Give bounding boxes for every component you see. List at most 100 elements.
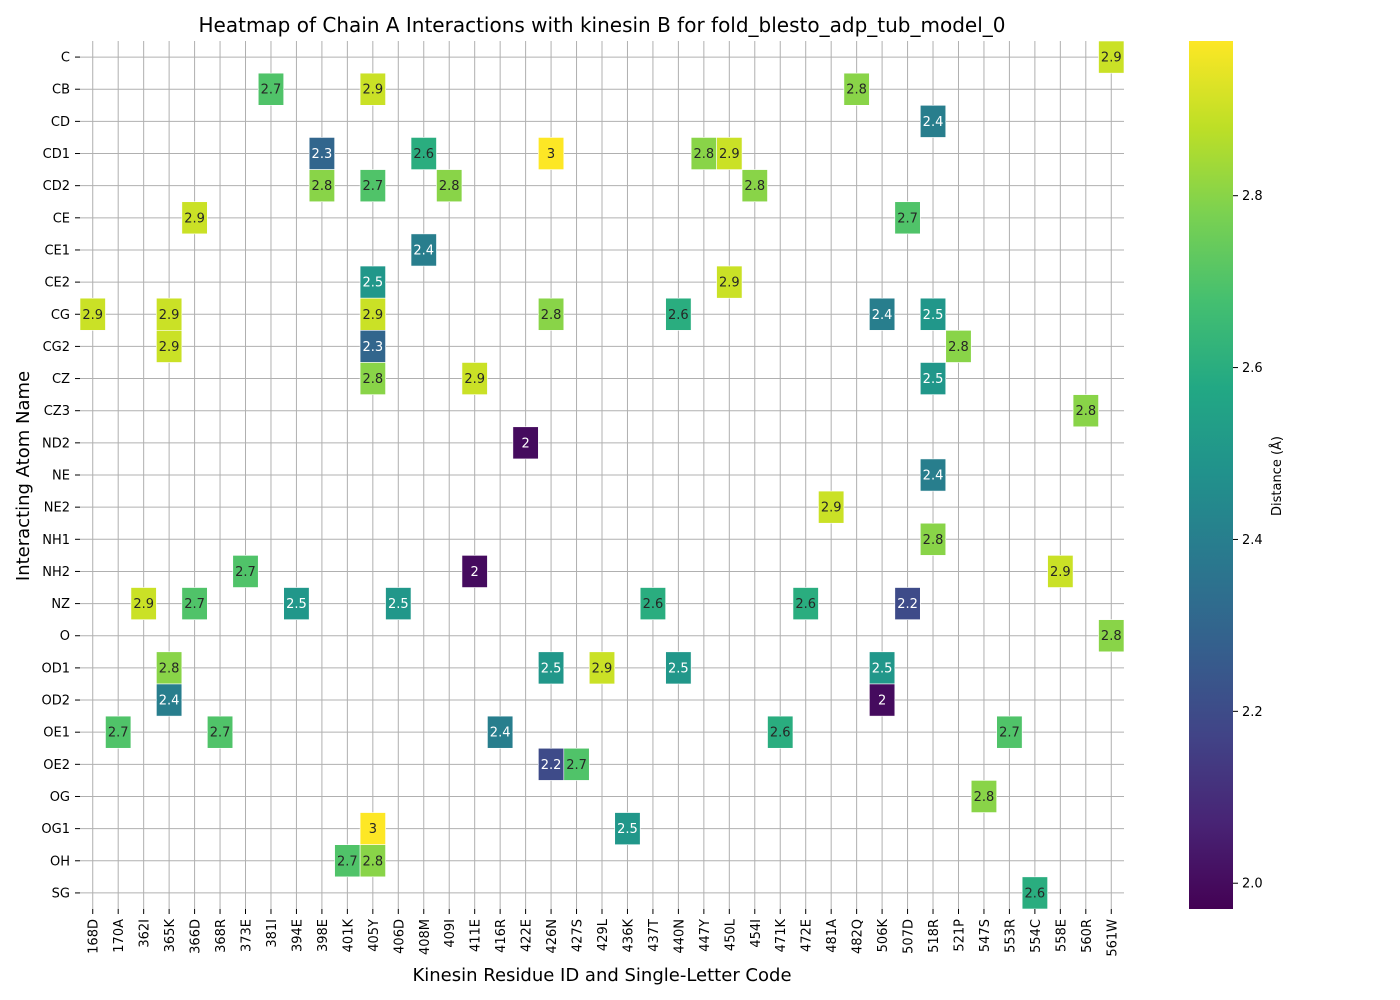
- x-tick-label: 406D: [392, 919, 407, 954]
- cell-value-label: 2.8: [541, 308, 562, 323]
- y-tick-label: CB: [52, 83, 70, 98]
- heatmap-cell: [767, 715, 794, 749]
- cell-value-label: 2.8: [948, 340, 969, 355]
- colorbar-tick-label: 2.4: [1242, 533, 1263, 548]
- cell-value-label: 2.4: [413, 243, 434, 258]
- heatmap-cell: [894, 201, 921, 235]
- y-tick-label: CG2: [43, 340, 70, 355]
- x-tick-label: 416R: [494, 919, 509, 953]
- colorbar-gradient: [1189, 41, 1233, 909]
- y-tick-label: NE2: [44, 501, 70, 516]
- heatmap-cell: [512, 426, 539, 460]
- heatmap-cell: [869, 683, 896, 717]
- cell-value-label: 2.8: [744, 179, 765, 194]
- heatmap-cell: [894, 587, 921, 620]
- x-tick-labels: 168D 170A 362I 365K 366D 368R 373E 381I 394E 398E…: [87, 909, 1120, 957]
- cell-value-label: 2.8: [1101, 629, 1122, 644]
- heatmap-cell: [690, 137, 717, 170]
- cell-value-label: 2.8: [362, 854, 383, 869]
- y-tick-label: OG1: [41, 822, 70, 837]
- heatmap-cell: [919, 104, 947, 138]
- x-tick-label: 381I: [265, 919, 280, 948]
- heatmap-cell: [232, 555, 259, 588]
- cell-value-label: 2.9: [1101, 51, 1122, 66]
- heatmap-cell: [385, 587, 412, 620]
- heatmap-cell: [614, 812, 641, 846]
- heatmap-cell: [130, 587, 157, 620]
- y-tick-label: OE1: [43, 726, 70, 741]
- y-tick-label: OD2: [41, 694, 70, 709]
- cell-value-label: 2: [471, 565, 479, 580]
- cell-value-label: 2.9: [362, 83, 383, 98]
- cell-value-label: 2.9: [821, 501, 842, 516]
- y-tick-label: OH: [50, 854, 70, 869]
- grid-lines: [80, 41, 1124, 909]
- y-tick-label: CD2: [43, 179, 70, 194]
- x-tick-label: 554C: [1029, 919, 1044, 953]
- cell-value-label: 2.8: [694, 147, 715, 162]
- y-tick-label: CE2: [44, 276, 70, 291]
- cell-value-label: 2.9: [362, 308, 383, 323]
- x-tick-label: 429L: [596, 918, 611, 951]
- x-tick-label: 170A: [112, 919, 127, 953]
- cell-value-label: 2.7: [897, 211, 918, 226]
- cell-value-label: 2.5: [872, 661, 893, 676]
- heatmap-cell: [156, 330, 183, 363]
- x-tick-label: 368R: [214, 919, 229, 953]
- heatmap-cell: [538, 137, 565, 170]
- x-axis-label: Kinesin Residue ID and Single-Letter Cod…: [412, 965, 791, 986]
- heatmap-cell: [818, 490, 845, 524]
- cell-value-label: 2.9: [592, 661, 613, 676]
- colorbar-tick-label: 2.8: [1242, 189, 1263, 204]
- heatmap-cell: [487, 715, 514, 749]
- x-tick-label: 409I: [443, 919, 458, 948]
- cell-value-label: 2.2: [541, 758, 562, 773]
- heatmap-cell: [919, 522, 947, 556]
- heatmap-cell: [945, 330, 972, 363]
- heatmap-cell: [1021, 876, 1048, 910]
- cell-value-label: 2.4: [923, 469, 944, 484]
- x-tick-label: 482Q: [851, 919, 866, 954]
- heatmap-cell: [716, 265, 743, 299]
- x-tick-label: 411E: [469, 919, 484, 952]
- y-tick-label: CD1: [43, 147, 70, 162]
- x-tick-label: 405Y: [367, 919, 382, 952]
- x-tick-label: 366D: [189, 919, 204, 954]
- x-tick-label: 401K: [341, 919, 356, 953]
- heatmap-cell: [792, 587, 819, 620]
- cell-value-label: 2: [521, 436, 529, 451]
- heatmap-cell: [1098, 619, 1125, 653]
- cell-value-label: 3: [547, 147, 555, 162]
- x-tick-label: 547S: [978, 919, 993, 952]
- x-tick-label: 394E: [290, 919, 305, 952]
- y-tick-label: O: [60, 629, 70, 644]
- cell-value-label: 2.8: [159, 661, 180, 676]
- heatmap-cell: [359, 72, 386, 106]
- y-tick-label: OD1: [41, 661, 70, 676]
- y-tick-label: CZ: [52, 372, 70, 387]
- cell-value-label: 2.5: [923, 308, 944, 323]
- heatmap-cell: [563, 747, 590, 781]
- x-tick-label: 518R: [927, 919, 942, 953]
- heatmap-cell: [919, 458, 947, 492]
- cell-value-label: 2.5: [362, 276, 383, 291]
- x-tick-label: 553R: [1003, 919, 1018, 953]
- y-tick-label: SG: [52, 886, 70, 901]
- x-tick-label: 362I: [138, 919, 153, 948]
- cell-value-label: 2.2: [897, 597, 918, 612]
- colorbar-tick-label: 2.2: [1242, 705, 1263, 720]
- cell-value-label: 2.9: [159, 308, 180, 323]
- colorbar-label: Distance (Å): [1269, 436, 1285, 516]
- cell-value-label: 2.7: [999, 726, 1020, 741]
- heatmap-cell: [639, 587, 666, 620]
- heatmap-cell: [207, 715, 234, 749]
- colorbar-tick-label: 2.0: [1242, 877, 1263, 892]
- cell-value-label: 2.5: [617, 822, 638, 837]
- x-tick-label: 422E: [520, 919, 535, 952]
- cell-value-label: 2.9: [1050, 565, 1071, 580]
- y-tick-label: NH1: [42, 533, 70, 548]
- cell-value-label: 2.7: [210, 726, 231, 741]
- heatmap-cell: [105, 715, 132, 749]
- y-tick-label: ND2: [42, 436, 70, 451]
- y-tick-label: NH2: [42, 565, 70, 580]
